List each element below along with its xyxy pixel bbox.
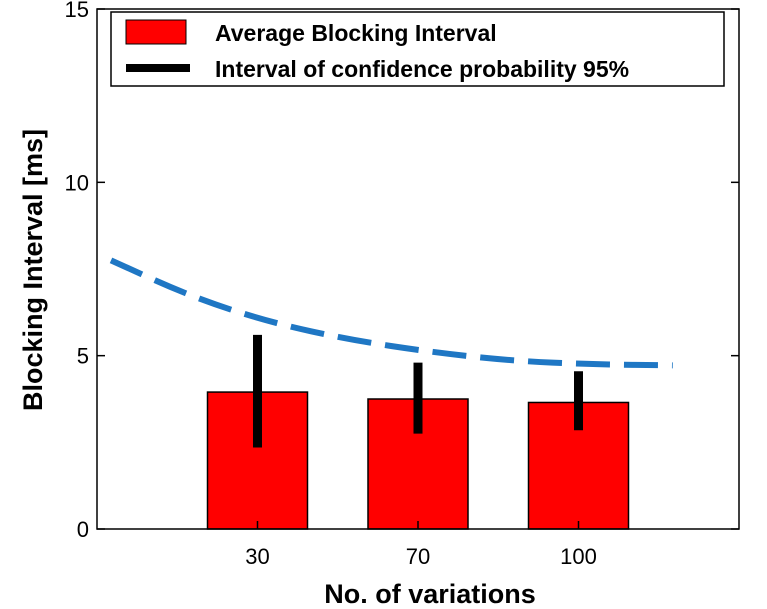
x-axis: 30 70 100 [245,521,597,569]
y-axis: 0 5 10 15 [65,0,739,542]
y-tick-label-0: 0 [77,517,89,542]
y-tick-label-10: 10 [65,170,89,195]
x-tick-label-100: 100 [560,544,597,569]
x-tick-label-70: 70 [406,544,430,569]
legend-box [110,11,725,87]
x-axis-title: No. of variations [324,579,536,609]
legend-swatch-bar [125,19,187,45]
legend: Average Blocking Interval Interval of co… [110,11,725,87]
error-bars-layer [253,334,583,448]
y-tick-label-15: 15 [65,0,89,22]
legend-label-bars: Average Blocking Interval [215,20,497,46]
y-axis-title: Blocking Interval [ms] [18,129,48,411]
trend-curve [109,257,673,369]
y-tick-label-5: 5 [77,344,89,369]
legend-label-errorbars: Interval of confidence probability 95% [215,56,629,82]
x-tick-label-30: 30 [245,544,269,569]
